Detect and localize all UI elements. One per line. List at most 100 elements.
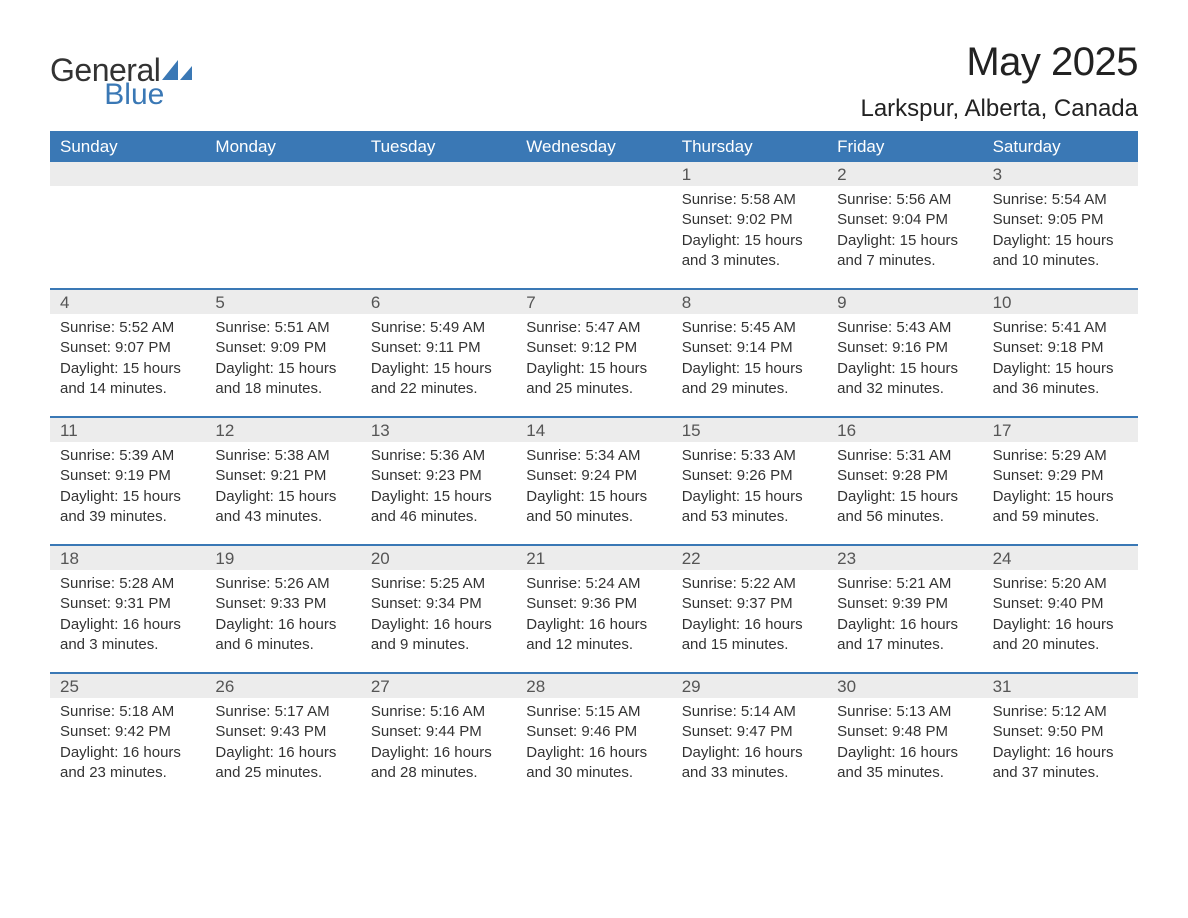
day-body: Sunrise: 5:21 AMSunset: 9:39 PMDaylight:… <box>827 570 982 661</box>
weekday-header-monday: Monday <box>205 133 360 162</box>
sunset-line: Sunset: 9:46 PM <box>526 722 661 742</box>
day-cell: 3Sunrise: 5:54 AMSunset: 9:05 PMDaylight… <box>983 162 1138 288</box>
day-cell: 22Sunrise: 5:22 AMSunset: 9:37 PMDayligh… <box>672 546 827 672</box>
daylight-line: Daylight: 16 hours and 12 minutes. <box>526 615 661 656</box>
sunset-line: Sunset: 9:07 PM <box>60 338 195 358</box>
sunrise-line: Sunrise: 5:17 AM <box>215 702 350 722</box>
day-cell: 24Sunrise: 5:20 AMSunset: 9:40 PMDayligh… <box>983 546 1138 672</box>
sunset-line: Sunset: 9:24 PM <box>526 466 661 486</box>
sunset-line: Sunset: 9:28 PM <box>837 466 972 486</box>
day-number: 24 <box>983 546 1138 570</box>
sunset-line: Sunset: 9:26 PM <box>682 466 817 486</box>
day-body: Sunrise: 5:22 AMSunset: 9:37 PMDaylight:… <box>672 570 827 661</box>
day-body: Sunrise: 5:39 AMSunset: 9:19 PMDaylight:… <box>50 442 205 533</box>
daylight-line: Daylight: 16 hours and 28 minutes. <box>371 743 506 784</box>
day-number: 22 <box>672 546 827 570</box>
day-body: Sunrise: 5:49 AMSunset: 9:11 PMDaylight:… <box>361 314 516 405</box>
sunrise-line: Sunrise: 5:16 AM <box>371 702 506 722</box>
calendar: SundayMondayTuesdayWednesdayThursdayFrid… <box>50 131 1138 800</box>
day-number: 27 <box>361 674 516 698</box>
day-number: 7 <box>516 290 671 314</box>
day-number: 9 <box>827 290 982 314</box>
sunrise-line: Sunrise: 5:28 AM <box>60 574 195 594</box>
day-body: Sunrise: 5:18 AMSunset: 9:42 PMDaylight:… <box>50 698 205 789</box>
day-cell: 9Sunrise: 5:43 AMSunset: 9:16 PMDaylight… <box>827 290 982 416</box>
sunrise-line: Sunrise: 5:20 AM <box>993 574 1128 594</box>
day-body <box>361 186 516 282</box>
daylight-line: Daylight: 16 hours and 9 minutes. <box>371 615 506 656</box>
sunset-line: Sunset: 9:36 PM <box>526 594 661 614</box>
day-cell-empty <box>205 162 360 288</box>
sunset-line: Sunset: 9:34 PM <box>371 594 506 614</box>
day-cell: 13Sunrise: 5:36 AMSunset: 9:23 PMDayligh… <box>361 418 516 544</box>
sunset-line: Sunset: 9:48 PM <box>837 722 972 742</box>
sunrise-line: Sunrise: 5:45 AM <box>682 318 817 338</box>
sunset-line: Sunset: 9:14 PM <box>682 338 817 358</box>
day-cell: 19Sunrise: 5:26 AMSunset: 9:33 PMDayligh… <box>205 546 360 672</box>
day-body: Sunrise: 5:56 AMSunset: 9:04 PMDaylight:… <box>827 186 982 277</box>
day-cell: 14Sunrise: 5:34 AMSunset: 9:24 PMDayligh… <box>516 418 671 544</box>
sunrise-line: Sunrise: 5:26 AM <box>215 574 350 594</box>
day-cell: 4Sunrise: 5:52 AMSunset: 9:07 PMDaylight… <box>50 290 205 416</box>
daylight-line: Daylight: 15 hours and 10 minutes. <box>993 231 1128 272</box>
day-body: Sunrise: 5:52 AMSunset: 9:07 PMDaylight:… <box>50 314 205 405</box>
daylight-line: Daylight: 16 hours and 20 minutes. <box>993 615 1128 656</box>
sunset-line: Sunset: 9:04 PM <box>837 210 972 230</box>
daylight-line: Daylight: 16 hours and 15 minutes. <box>682 615 817 656</box>
day-cell: 2Sunrise: 5:56 AMSunset: 9:04 PMDaylight… <box>827 162 982 288</box>
day-cell: 29Sunrise: 5:14 AMSunset: 9:47 PMDayligh… <box>672 674 827 800</box>
daylight-line: Daylight: 16 hours and 23 minutes. <box>60 743 195 784</box>
day-number: 13 <box>361 418 516 442</box>
day-number: 14 <box>516 418 671 442</box>
day-body: Sunrise: 5:29 AMSunset: 9:29 PMDaylight:… <box>983 442 1138 533</box>
day-number: 1 <box>672 162 827 186</box>
day-cell: 27Sunrise: 5:16 AMSunset: 9:44 PMDayligh… <box>361 674 516 800</box>
daylight-line: Daylight: 16 hours and 3 minutes. <box>60 615 195 656</box>
day-body <box>205 186 360 282</box>
day-body: Sunrise: 5:14 AMSunset: 9:47 PMDaylight:… <box>672 698 827 789</box>
sunset-line: Sunset: 9:12 PM <box>526 338 661 358</box>
sunrise-line: Sunrise: 5:14 AM <box>682 702 817 722</box>
day-body: Sunrise: 5:24 AMSunset: 9:36 PMDaylight:… <box>516 570 671 661</box>
day-cell: 25Sunrise: 5:18 AMSunset: 9:42 PMDayligh… <box>50 674 205 800</box>
day-number: 20 <box>361 546 516 570</box>
sunset-line: Sunset: 9:09 PM <box>215 338 350 358</box>
day-body: Sunrise: 5:12 AMSunset: 9:50 PMDaylight:… <box>983 698 1138 789</box>
sunset-line: Sunset: 9:19 PM <box>60 466 195 486</box>
day-body: Sunrise: 5:43 AMSunset: 9:16 PMDaylight:… <box>827 314 982 405</box>
day-body: Sunrise: 5:54 AMSunset: 9:05 PMDaylight:… <box>983 186 1138 277</box>
day-number: 23 <box>827 546 982 570</box>
sunrise-line: Sunrise: 5:29 AM <box>993 446 1128 466</box>
sunrise-line: Sunrise: 5:47 AM <box>526 318 661 338</box>
day-number: 15 <box>672 418 827 442</box>
sunset-line: Sunset: 9:18 PM <box>993 338 1128 358</box>
sunset-line: Sunset: 9:37 PM <box>682 594 817 614</box>
sunrise-line: Sunrise: 5:22 AM <box>682 574 817 594</box>
day-cell-empty <box>50 162 205 288</box>
day-number: 21 <box>516 546 671 570</box>
day-body: Sunrise: 5:33 AMSunset: 9:26 PMDaylight:… <box>672 442 827 533</box>
daylight-line: Daylight: 15 hours and 32 minutes. <box>837 359 972 400</box>
day-cell: 31Sunrise: 5:12 AMSunset: 9:50 PMDayligh… <box>983 674 1138 800</box>
daylight-line: Daylight: 16 hours and 37 minutes. <box>993 743 1128 784</box>
sunset-line: Sunset: 9:42 PM <box>60 722 195 742</box>
sunrise-line: Sunrise: 5:52 AM <box>60 318 195 338</box>
day-body: Sunrise: 5:34 AMSunset: 9:24 PMDaylight:… <box>516 442 671 533</box>
day-body: Sunrise: 5:58 AMSunset: 9:02 PMDaylight:… <box>672 186 827 277</box>
sunset-line: Sunset: 9:50 PM <box>993 722 1128 742</box>
sunrise-line: Sunrise: 5:56 AM <box>837 190 972 210</box>
header: General Blue May 2025 Larkspur, Alberta,… <box>50 40 1138 123</box>
sunrise-line: Sunrise: 5:51 AM <box>215 318 350 338</box>
day-body: Sunrise: 5:45 AMSunset: 9:14 PMDaylight:… <box>672 314 827 405</box>
day-body: Sunrise: 5:20 AMSunset: 9:40 PMDaylight:… <box>983 570 1138 661</box>
sunrise-line: Sunrise: 5:43 AM <box>837 318 972 338</box>
sunrise-line: Sunrise: 5:21 AM <box>837 574 972 594</box>
day-cell: 16Sunrise: 5:31 AMSunset: 9:28 PMDayligh… <box>827 418 982 544</box>
sunset-line: Sunset: 9:05 PM <box>993 210 1128 230</box>
day-cell: 6Sunrise: 5:49 AMSunset: 9:11 PMDaylight… <box>361 290 516 416</box>
daylight-line: Daylight: 16 hours and 6 minutes. <box>215 615 350 656</box>
month-title: May 2025 <box>860 40 1138 85</box>
weekday-header-row: SundayMondayTuesdayWednesdayThursdayFrid… <box>50 131 1138 162</box>
day-body: Sunrise: 5:41 AMSunset: 9:18 PMDaylight:… <box>983 314 1138 405</box>
week-row: 11Sunrise: 5:39 AMSunset: 9:19 PMDayligh… <box>50 416 1138 544</box>
